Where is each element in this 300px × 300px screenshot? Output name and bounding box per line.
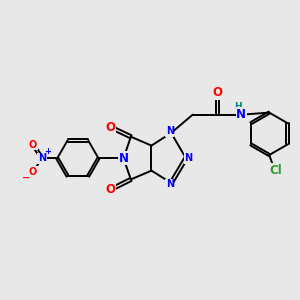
Text: O: O bbox=[105, 183, 115, 196]
Text: O: O bbox=[213, 86, 223, 99]
Text: N: N bbox=[38, 153, 46, 163]
Text: O: O bbox=[29, 167, 37, 177]
Text: O: O bbox=[29, 140, 37, 150]
Text: N: N bbox=[184, 153, 192, 163]
Text: N: N bbox=[236, 108, 246, 121]
Text: Cl: Cl bbox=[270, 164, 282, 177]
Text: O: O bbox=[105, 121, 115, 134]
Text: N: N bbox=[118, 152, 128, 165]
Text: H: H bbox=[234, 102, 242, 111]
Text: N: N bbox=[166, 179, 174, 190]
Text: +: + bbox=[44, 147, 51, 156]
Text: −: − bbox=[22, 173, 30, 183]
Text: N: N bbox=[166, 126, 174, 136]
